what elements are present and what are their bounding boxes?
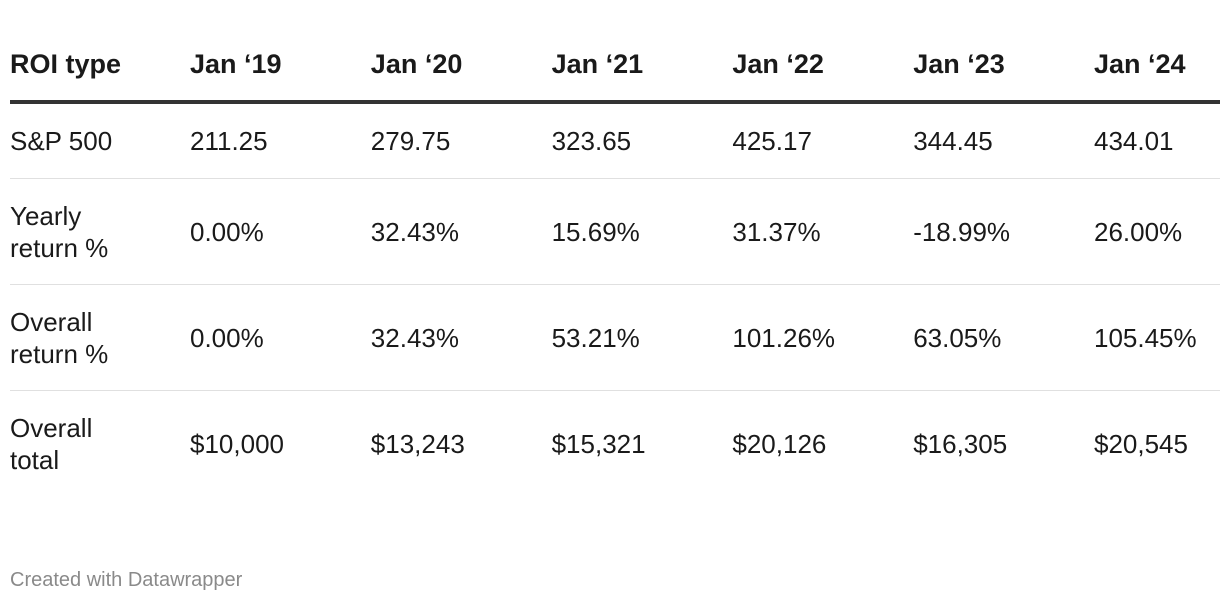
row-label: S&P 500 bbox=[10, 102, 190, 179]
table-cell: $20,126 bbox=[732, 428, 827, 459]
table-cell: 344.45 bbox=[913, 102, 1094, 179]
table-cell: 32.43% bbox=[370, 178, 552, 285]
table-cell: $15,321 bbox=[551, 428, 646, 459]
column-header-jan-24: Jan ‘24 bbox=[1093, 46, 1220, 104]
table-cell: 15.69% bbox=[551, 178, 733, 285]
table-row-sp500: S&P 500 211.25 279.75 323.65 425.17 344.… bbox=[10, 102, 1220, 179]
table-cell: $20,545 bbox=[1093, 428, 1188, 459]
table-cell: 63.05% bbox=[913, 284, 1094, 391]
roi-table: ROI type Jan ‘19 Jan ‘20 Jan ‘21 Jan ‘22… bbox=[10, 46, 1220, 496]
column-header-jan-19: Jan ‘19 bbox=[190, 46, 371, 104]
table-row-overall-total: Overall total $10,000 $13,243 $15,321 $2… bbox=[10, 391, 1220, 497]
table-cell: 31.37% bbox=[732, 178, 914, 285]
row-label: Overall total bbox=[10, 412, 93, 475]
column-header-jan-20: Jan ‘20 bbox=[370, 46, 552, 104]
column-header-jan-23: Jan ‘23 bbox=[913, 46, 1094, 104]
table-cell: 279.75 bbox=[370, 102, 552, 179]
table-cell: 0.00% bbox=[190, 284, 371, 391]
row-label: Overall return % bbox=[10, 284, 190, 391]
table-cell: $16,305 bbox=[913, 428, 1008, 459]
table-cell: 101.26% bbox=[732, 284, 914, 391]
row-label: Yearly return % bbox=[10, 178, 190, 285]
table-row-overall-return: Overall return % 0.00% 32.43% 53.21% 101… bbox=[10, 284, 1220, 391]
table-cell: 0.00% bbox=[190, 178, 371, 285]
header-row: ROI type Jan ‘19 Jan ‘20 Jan ‘21 Jan ‘22… bbox=[10, 46, 1220, 104]
column-header-jan-21: Jan ‘21 bbox=[551, 46, 733, 104]
table-cell: $10,000 bbox=[190, 428, 284, 459]
table-cell: 425.17 bbox=[732, 102, 914, 179]
table-cell: 434.01 bbox=[1093, 102, 1220, 179]
table-cell: $13,243 bbox=[370, 428, 465, 459]
column-header-jan-22: Jan ‘22 bbox=[732, 46, 914, 104]
table-cell: 105.45% bbox=[1093, 284, 1220, 391]
table-cell: 53.21% bbox=[551, 284, 733, 391]
datawrapper-credit[interactable]: Created with Datawrapper bbox=[10, 569, 243, 591]
table-cell: 32.43% bbox=[370, 284, 552, 391]
table-row-yearly-return: Yearly return % 0.00% 32.43% 15.69% 31.3… bbox=[10, 178, 1220, 285]
table-cell: 323.65 bbox=[551, 102, 733, 179]
table-cell: 26.00% bbox=[1093, 178, 1220, 285]
table-cell: -18.99% bbox=[913, 178, 1094, 285]
table-container: ROI type Jan ‘19 Jan ‘20 Jan ‘21 Jan ‘22… bbox=[10, 46, 1220, 496]
column-header-roi-type: ROI type bbox=[10, 46, 190, 104]
table-cell: 211.25 bbox=[190, 102, 371, 179]
